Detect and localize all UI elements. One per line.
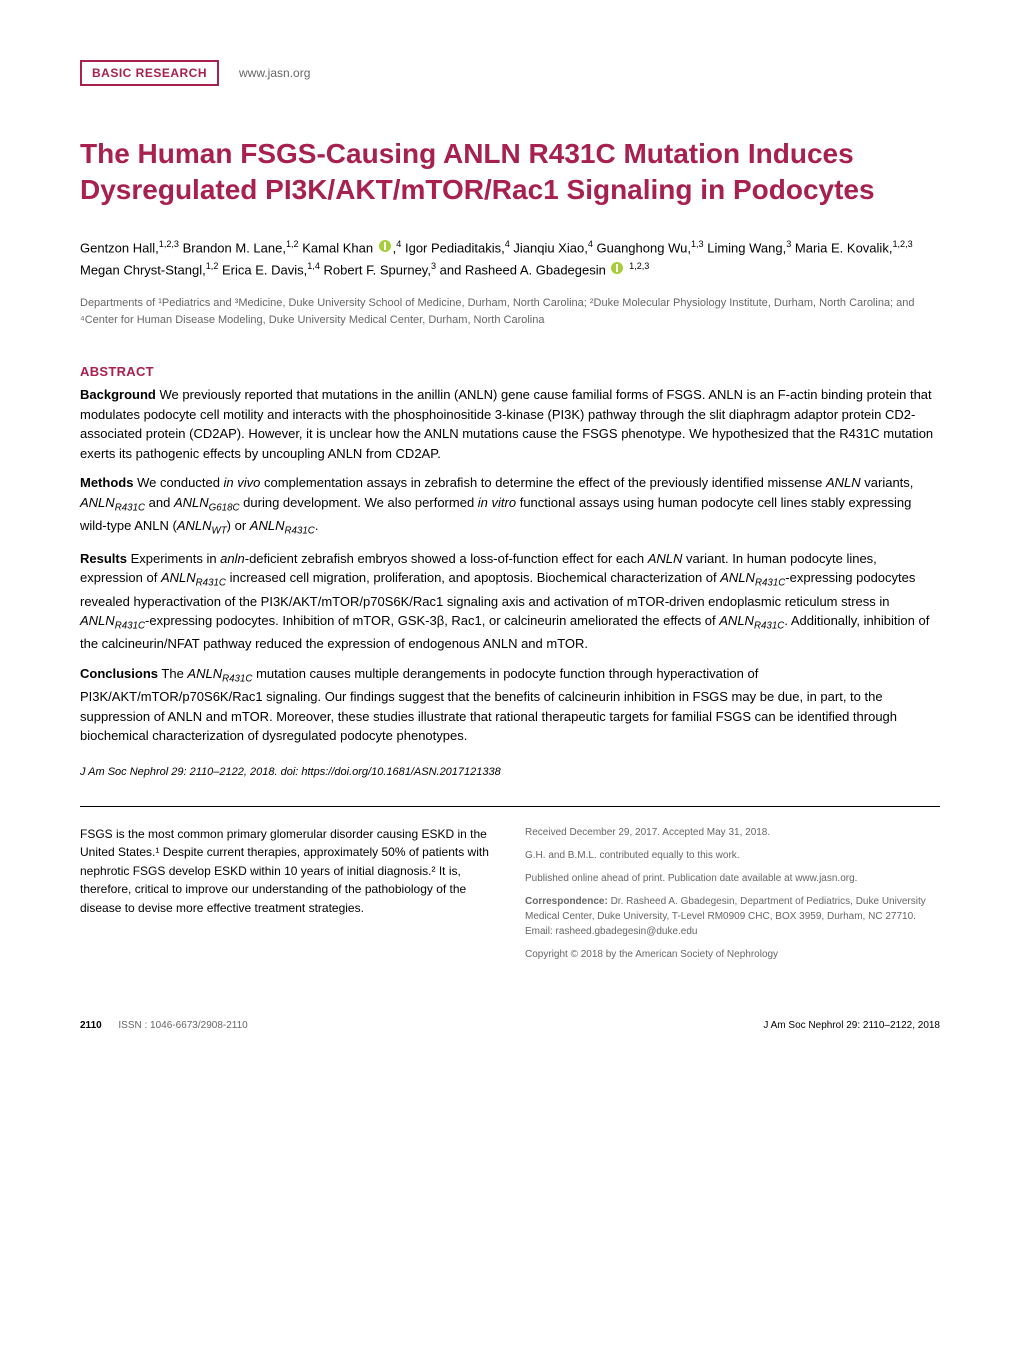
affiliations: Departments of ¹Pediatrics and ³Medicine…	[80, 295, 940, 328]
orcid-icon	[379, 240, 391, 252]
abstract-methods-text: We conducted in vivo complementation ass…	[80, 475, 913, 533]
abstract-conclusions-text: The ANLNR431C mutation causes multiple d…	[80, 666, 897, 743]
header-bar: BASIC RESEARCH www.jasn.org	[80, 60, 940, 86]
abstract-results: Results Experiments in anln-deficient ze…	[80, 549, 940, 654]
header-url: www.jasn.org	[239, 66, 310, 80]
meta-column: Received December 29, 2017. Accepted May…	[525, 825, 940, 970]
body-text-column: FSGS is the most common primary glomerul…	[80, 825, 495, 970]
abstract-methods: Methods We conducted in vivo complementa…	[80, 473, 940, 539]
citation: J Am Soc Nephrol 29: 2110–2122, 2018. do…	[80, 766, 940, 778]
bottom-section: FSGS is the most common primary glomerul…	[80, 825, 940, 970]
category-badge: BASIC RESEARCH	[80, 60, 219, 86]
footer-right: J Am Soc Nephrol 29: 2110–2122, 2018	[763, 1020, 940, 1031]
body-paragraph: FSGS is the most common primary glomerul…	[80, 825, 495, 918]
abstract-results-label: Results	[80, 551, 127, 566]
orcid-icon	[611, 262, 623, 274]
author-list: Gentzon Hall,1,2,3 Brandon M. Lane,1,2 K…	[80, 237, 940, 281]
abstract-conclusions: Conclusions The ANLNR431C mutation cause…	[80, 664, 940, 746]
abstract-results-text: Experiments in anln-deficient zebrafish …	[80, 551, 929, 651]
pub-online-note: Published online ahead of print. Publica…	[525, 871, 940, 886]
contribution-note: G.H. and B.M.L. contributed equally to t…	[525, 848, 940, 863]
abstract-background-text: We previously reported that mutations in…	[80, 387, 933, 461]
abstract-methods-label: Methods	[80, 475, 133, 490]
divider	[80, 806, 940, 807]
correspondence: Correspondence: Dr. Rasheed A. Gbadegesi…	[525, 894, 940, 939]
article-title: The Human FSGS-Causing ANLN R431C Mutati…	[80, 136, 940, 209]
abstract-conclusions-label: Conclusions	[80, 666, 158, 681]
footer-left: 2110 ISSN : 1046-6673/2908-2110	[80, 1020, 248, 1031]
received-date: Received December 29, 2017. Accepted May…	[525, 825, 940, 840]
page-footer: 2110 ISSN : 1046-6673/2908-2110 J Am Soc…	[80, 1020, 940, 1031]
copyright: Copyright © 2018 by the American Society…	[525, 947, 940, 962]
abstract-heading: ABSTRACT	[80, 364, 940, 379]
abstract-background: Background We previously reported that m…	[80, 385, 940, 463]
abstract-background-label: Background	[80, 387, 156, 402]
issn: ISSN : 1046-6673/2908-2110	[118, 1020, 247, 1031]
page-number: 2110	[80, 1020, 102, 1031]
